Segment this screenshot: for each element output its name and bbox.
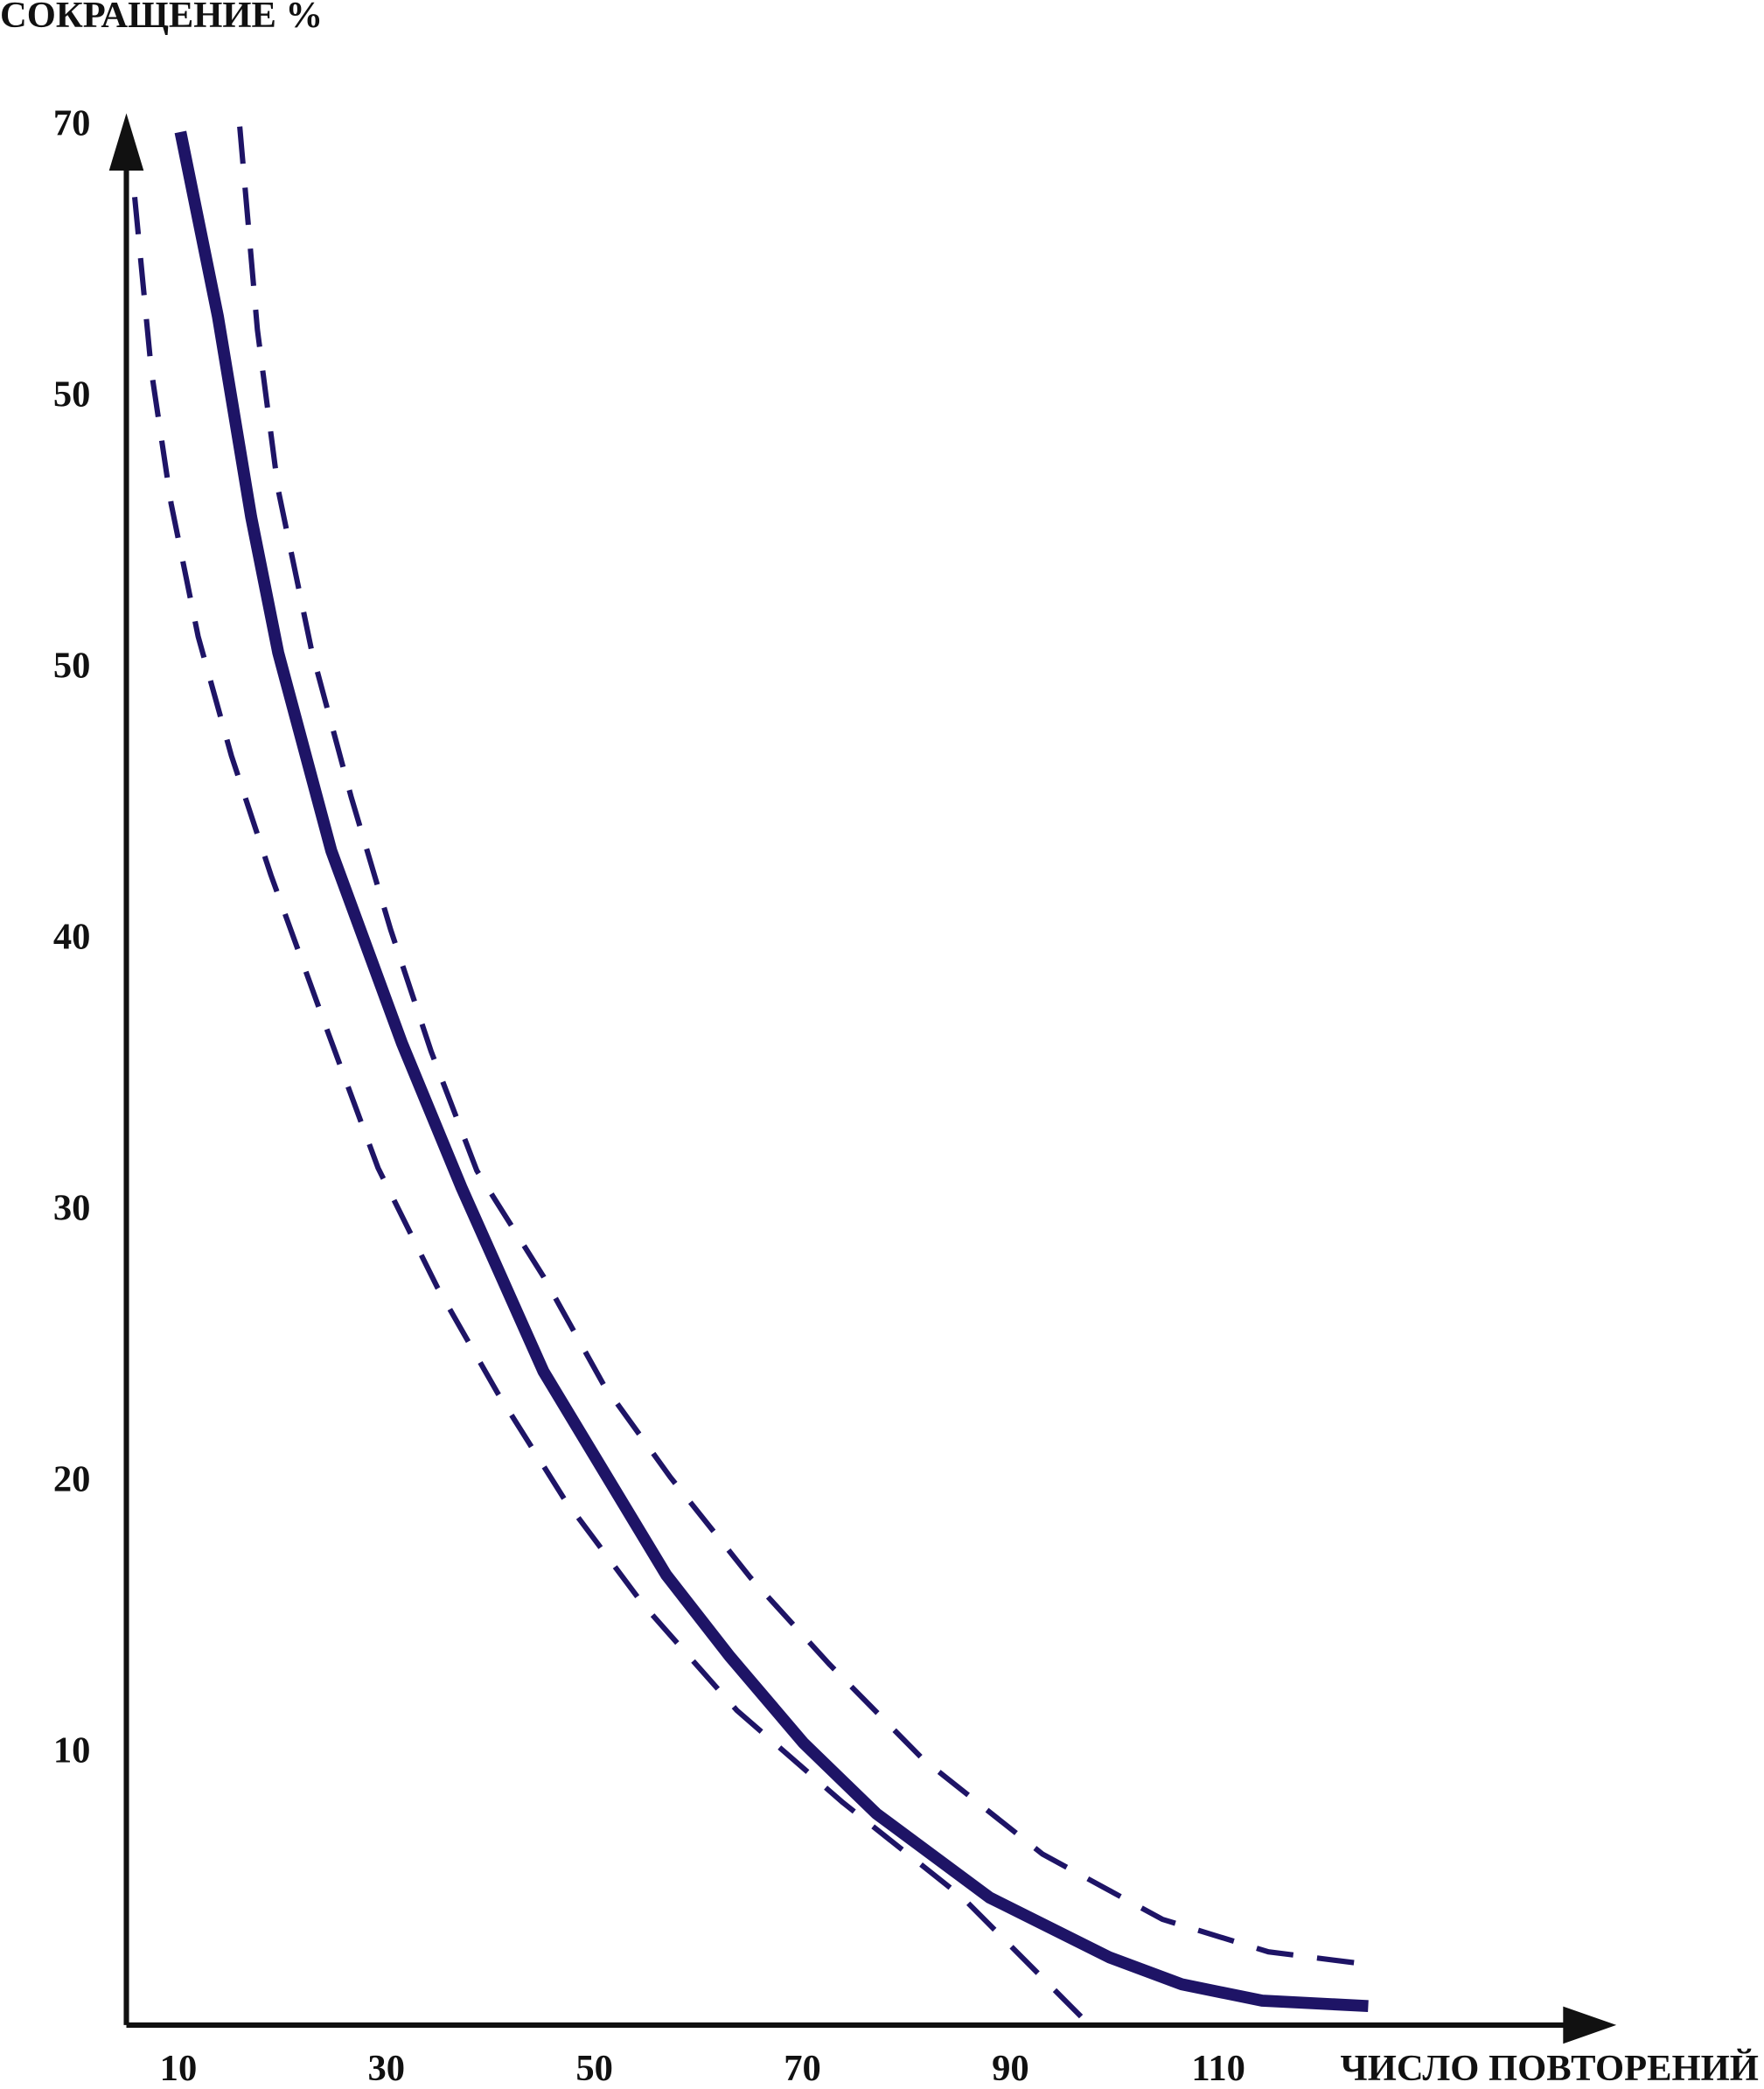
x-tick-label: 110 <box>1191 2048 1245 2089</box>
x-tick-label: 70 <box>784 2048 821 2089</box>
y-tick-label: 10 <box>53 1730 91 1771</box>
x-axis-arrow <box>1563 2006 1617 2044</box>
y-tick-label: 30 <box>53 1188 91 1229</box>
x-axis-label: ЧИСЛО ПОВТОРЕНИЙ <box>1341 2048 1759 2089</box>
y-axis-label: СОКРАЩЕНИЕ % <box>0 0 323 36</box>
series-line <box>131 196 1091 2028</box>
y-tick-label: 40 <box>53 917 91 958</box>
y-axis-arrow <box>108 113 144 171</box>
x-tick-label: 50 <box>575 2048 613 2089</box>
x-tick-label: 10 <box>160 2048 198 2089</box>
y-tick-label: 20 <box>53 1459 91 1500</box>
y-tick-label: 50 <box>53 646 91 687</box>
y-tick-label: 70 <box>53 102 91 143</box>
series-line <box>174 130 1369 2013</box>
x-tick-label: 30 <box>368 2048 406 2089</box>
x-tick-label: 90 <box>992 2048 1029 2089</box>
y-tick-label: 50 <box>53 374 91 415</box>
series-line <box>237 126 1377 1968</box>
